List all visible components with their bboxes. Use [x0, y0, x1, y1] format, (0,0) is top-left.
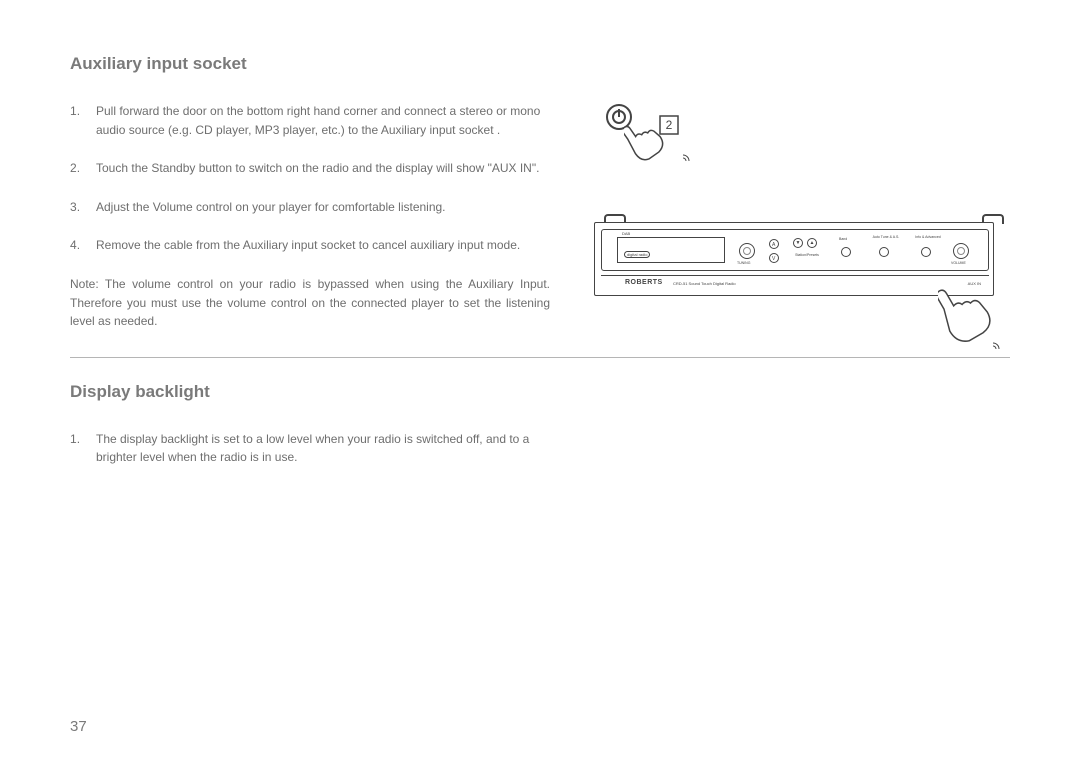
radio-figure: DAB digital radio TUNING A V ▼▲ Station/…: [594, 222, 1014, 352]
volume-label: VOLUME: [951, 261, 966, 265]
button-v-label: V: [772, 256, 775, 262]
standby-figure: 2: [594, 104, 714, 174]
band-label: Band: [839, 237, 847, 241]
section1-body: Pull forward the door on the bottom righ…: [70, 102, 550, 331]
brand: ROBERTS: [625, 279, 663, 286]
manual-page: Auxiliary input socket Pull forward the …: [0, 0, 1080, 763]
screen-dab: DAB: [622, 231, 630, 236]
page-number: 37: [70, 718, 87, 735]
aux-note: Note: The volume control on your radio i…: [70, 275, 550, 331]
tuning-label: TUNING: [737, 261, 750, 265]
heading-backlight: Display backlight: [70, 382, 1010, 402]
section2-body: The display backlight is set to a low le…: [70, 430, 550, 467]
radio-body: DAB digital radio TUNING A V ▼▲ Station/…: [594, 222, 994, 296]
station-label: Station/Presets: [791, 253, 823, 257]
heading-aux: Auxiliary input socket: [70, 54, 1010, 74]
button-a-label: A: [772, 242, 775, 248]
backlight-steps: The display backlight is set to a low le…: [70, 430, 550, 467]
volume-knob-icon: [953, 243, 969, 259]
aux-step-3: Adjust the Volume control on your player…: [70, 198, 550, 217]
band-button-icon: [841, 247, 851, 257]
motion-mark-icon-2: [992, 342, 1000, 350]
hand-icon-2: [938, 272, 1013, 352]
aux-steps: Pull forward the door on the bottom righ…: [70, 102, 550, 255]
screen-badge: digital radio: [624, 251, 650, 258]
aux-step-2: Touch the Standby button to switch on th…: [70, 159, 550, 178]
info-label: Info & Advanced: [913, 235, 943, 239]
callout-number: 2: [666, 118, 673, 132]
tuning-knob-icon: [739, 243, 755, 259]
autotune-label: Auto Tune & A.S.: [871, 235, 901, 239]
radio-screen: DAB digital radio: [617, 237, 725, 263]
brand-bar: ROBERTS CRD-51 Sound Touch Digital Radio…: [601, 275, 989, 291]
autotune-button-icon: [879, 247, 889, 257]
motion-mark-icon: [682, 154, 690, 162]
backlight-step-1: The display backlight is set to a low le…: [70, 430, 550, 467]
updown-icon: ▼▲: [791, 237, 819, 249]
info-button-icon: [921, 247, 931, 257]
brand-sub: CRD-51 Sound Touch Digital Radio: [673, 281, 736, 286]
figures: 2 DAB digital radio TUNING A: [594, 104, 1014, 364]
aux-step-4: Remove the cable from the Auxiliary inpu…: [70, 236, 550, 255]
aux-step-1: Pull forward the door on the bottom righ…: [70, 102, 550, 139]
